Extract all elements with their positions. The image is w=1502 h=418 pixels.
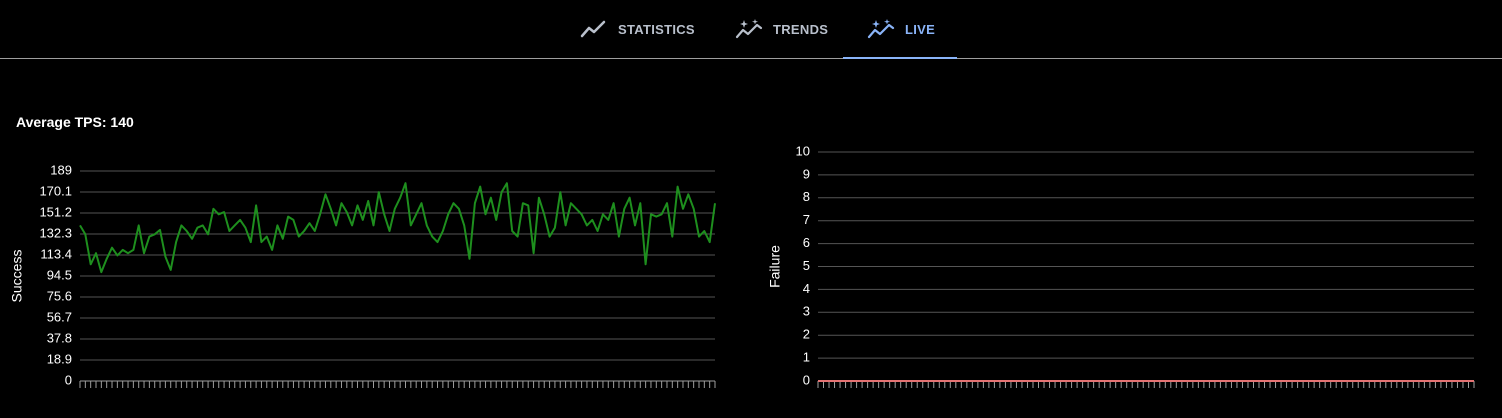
tab-bar: STATISTICS TRENDS LIVE: [0, 0, 1502, 59]
tab-icon: [580, 20, 606, 38]
y-tick-label: 3: [803, 304, 810, 319]
y-tick-label: 170.1: [39, 183, 72, 198]
y-tick-label: 132.3: [39, 225, 72, 240]
y-axis-title: Failure: [767, 245, 783, 288]
tab-label: STATISTICS: [618, 21, 695, 37]
tab[interactable]: TRENDS: [735, 0, 828, 58]
tab[interactable]: STATISTICS: [580, 0, 695, 58]
y-tick-label: 4: [803, 281, 810, 296]
y-tick-label: 2: [803, 327, 810, 342]
tab-label: LIVE: [905, 21, 936, 37]
y-tick-label: 6: [803, 235, 810, 250]
y-tick-label: 37.8: [47, 330, 72, 345]
y-tick-label: 18.9: [47, 351, 72, 366]
tab[interactable]: LIVE: [842, 0, 958, 59]
y-tick-label: 1: [803, 350, 810, 365]
y-tick-label: 5: [803, 258, 810, 273]
y-tick-label: 10: [796, 143, 810, 158]
y-axis-title: Success: [9, 250, 25, 303]
data-line: [79, 182, 716, 274]
y-tick-label: 9: [803, 166, 810, 181]
y-tick-label: 8: [803, 189, 810, 204]
y-tick-label: 94.5: [47, 267, 72, 282]
tab-icon: [867, 19, 895, 39]
y-tick-label: 75.6: [47, 288, 72, 303]
y-tick-label: 113.4: [40, 246, 72, 261]
y-tick-label: 189: [50, 162, 72, 177]
y-tick-label: 0: [65, 372, 72, 387]
tab-icon: [735, 19, 763, 39]
tab-label: TRENDS: [773, 21, 829, 37]
y-tick-label: 56.7: [47, 309, 72, 324]
y-tick-label: 7: [803, 212, 810, 227]
y-tick-label: 151.2: [39, 204, 72, 219]
y-tick-label: 0: [803, 372, 810, 387]
average-tps: Average TPS: 140: [16, 114, 134, 130]
